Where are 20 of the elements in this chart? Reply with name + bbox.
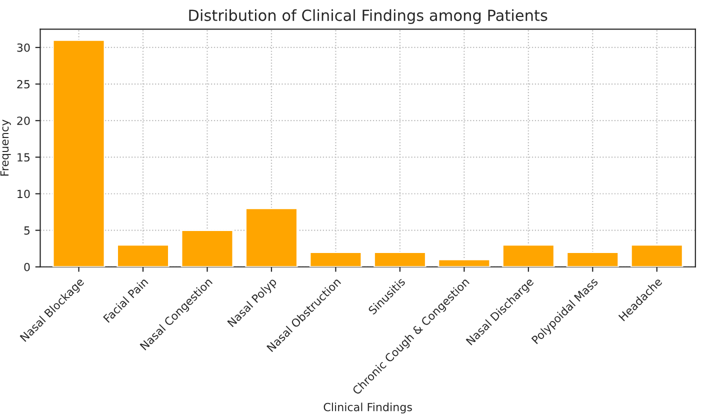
bar (245, 208, 298, 267)
bar (502, 244, 555, 267)
bar (630, 244, 684, 267)
y-tick-label: 15 (18, 153, 30, 162)
bar (309, 252, 362, 267)
y-tick-label: 10 (18, 190, 30, 198)
bar (374, 252, 426, 267)
y-tick-label: 5 (24, 226, 30, 235)
y-tick-label: 20 (17, 116, 30, 125)
bar (116, 244, 170, 267)
chart-title: Distribution of Clinical Findings among Patients (189, 9, 548, 24)
y-tick-label: 0 (24, 262, 30, 272)
bar (52, 39, 106, 267)
bar (438, 258, 491, 267)
y-tick-label: 30 (17, 43, 30, 52)
y-tick-label: 25 (17, 80, 30, 88)
x-axis-title: Clinical Findings (324, 402, 412, 414)
bar (180, 230, 234, 267)
bar (566, 252, 620, 267)
y-axis-title: Frequency (0, 120, 11, 176)
